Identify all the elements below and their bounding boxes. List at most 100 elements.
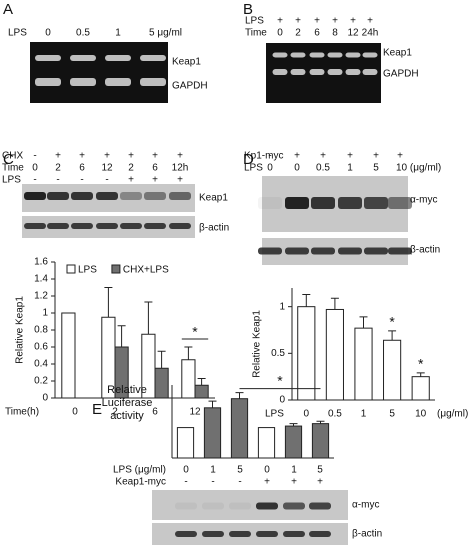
lane-label: 24h — [362, 28, 379, 39]
band-label: β-actin — [352, 529, 382, 540]
lane-label: + — [152, 151, 158, 162]
band — [256, 531, 278, 537]
band — [338, 197, 362, 209]
error-bar — [117, 325, 126, 347]
lane-label: 0 — [294, 163, 300, 174]
band — [327, 52, 343, 58]
band — [120, 223, 142, 229]
error-bar — [157, 350, 166, 369]
x-tick-label: 2 — [112, 407, 118, 418]
bar — [61, 312, 76, 399]
lane-label: 5 — [317, 465, 323, 476]
lane-label: - — [33, 151, 36, 162]
row-label: Time — [245, 28, 267, 39]
band — [175, 531, 197, 537]
bar — [325, 308, 344, 401]
band-label: β-actin — [199, 223, 229, 234]
band — [290, 69, 306, 75]
bar — [411, 376, 430, 401]
lane-label: 6 — [79, 163, 85, 174]
error-bar — [208, 400, 217, 408]
error-bar — [104, 287, 113, 318]
row-label: Kp1-myc — [244, 151, 283, 162]
band — [70, 55, 96, 61]
error-bar — [388, 330, 397, 341]
band — [364, 247, 388, 255]
band — [256, 502, 278, 510]
lane-label: 6 — [152, 163, 158, 174]
band — [120, 192, 142, 200]
significance-mark: * — [389, 314, 395, 330]
bar — [181, 359, 196, 399]
lane-label: + — [294, 151, 300, 162]
band — [202, 502, 224, 510]
lane-label: 0 — [32, 163, 38, 174]
band — [144, 223, 166, 229]
band — [70, 78, 96, 86]
band — [71, 223, 93, 229]
band-label: β-actin — [410, 245, 440, 256]
lane-label: 5 — [237, 465, 243, 476]
lane-label: + — [347, 151, 353, 162]
lane-label: + — [264, 477, 270, 488]
y-tick-label: 0.4 — [34, 359, 48, 370]
band — [285, 247, 309, 255]
band — [283, 531, 305, 537]
y-tick-label: 0.8 — [34, 325, 48, 336]
band-label: Keap1 — [172, 57, 201, 68]
lane-label: + — [128, 175, 134, 186]
band — [345, 69, 361, 75]
band — [47, 223, 69, 229]
error-bar — [359, 316, 368, 329]
band — [345, 52, 361, 58]
lane-label: + — [295, 16, 301, 27]
lane-label: + — [397, 151, 403, 162]
band — [140, 78, 166, 86]
x-tick-label: 5 — [389, 409, 395, 420]
lane-label: + — [277, 16, 283, 27]
x-axis-unit: (μg/ml) — [437, 409, 468, 420]
band-label: GAPDH — [383, 69, 419, 80]
y-tick-label: 1 — [42, 308, 48, 319]
lane-label: 0.5 — [76, 28, 90, 39]
panel-label: E — [92, 401, 102, 418]
lane-label: - — [105, 175, 108, 186]
band — [24, 223, 46, 229]
significance-mark: * — [192, 324, 198, 340]
band — [285, 197, 309, 209]
significance-mark: * — [418, 356, 424, 372]
error-bar — [416, 372, 425, 377]
lane-label: - — [238, 477, 241, 488]
lane-label: 5 μg/ml — [149, 28, 182, 39]
y-tick-label: 0.6 — [34, 342, 48, 353]
band — [327, 69, 343, 75]
y-axis-title: Luciferase — [102, 397, 153, 409]
band — [309, 531, 331, 537]
band — [272, 52, 288, 58]
band — [71, 192, 93, 200]
bar — [194, 384, 209, 399]
lane-label: - — [56, 175, 59, 186]
row-label: LPS — [245, 16, 264, 27]
bar — [176, 427, 195, 459]
y-tick-label: 1 — [279, 301, 285, 312]
row-label: LPS (μg/ml) — [113, 465, 166, 476]
band-label: Keap1 — [383, 48, 412, 59]
lane-label: 12h — [172, 163, 189, 174]
band — [35, 55, 61, 61]
y-tick-label: 0.2 — [34, 376, 48, 387]
legend-label: LPS — [78, 265, 97, 276]
error-bar — [302, 294, 311, 307]
lane-label: + — [350, 16, 356, 27]
lane-label: 12 — [101, 163, 113, 174]
band — [311, 197, 335, 209]
y-tick-label: 1.2 — [34, 291, 48, 302]
band — [272, 69, 288, 75]
row-label: Time — [2, 163, 24, 174]
lane-label: - — [184, 477, 187, 488]
band — [96, 223, 118, 229]
error-bar — [316, 420, 325, 424]
panel-label: C — [3, 151, 14, 168]
band-label: Keap1 — [199, 193, 228, 204]
